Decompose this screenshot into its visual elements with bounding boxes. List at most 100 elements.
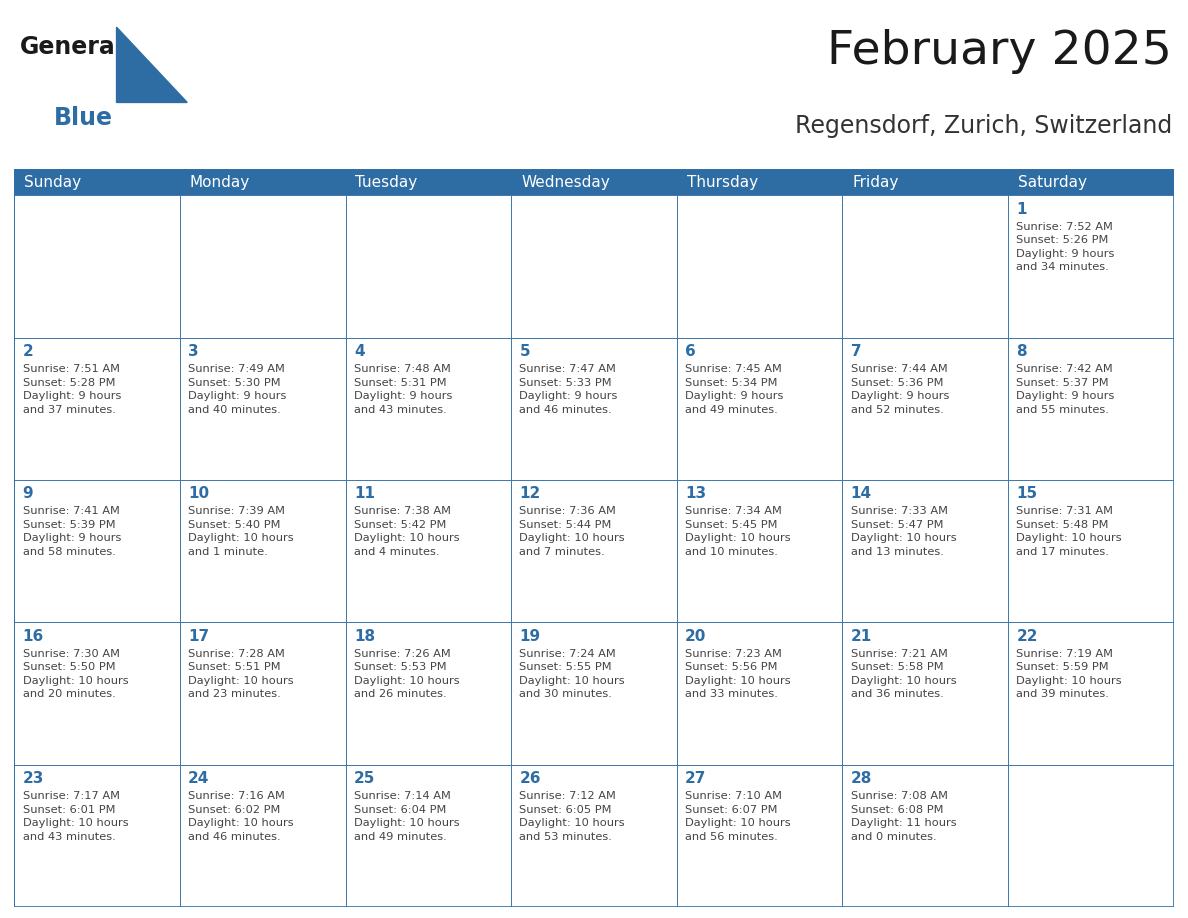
Bar	[1009, 338, 1174, 480]
Bar	[511, 196, 677, 338]
Text: 6: 6	[685, 344, 696, 359]
Text: Sunrise: 7:12 AM
Sunset: 6:05 PM
Daylight: 10 hours
and 53 minutes.: Sunrise: 7:12 AM Sunset: 6:05 PM Dayligh…	[519, 791, 625, 842]
Bar	[1009, 622, 1174, 765]
Bar	[346, 622, 511, 765]
Bar	[1009, 196, 1174, 338]
Bar	[179, 765, 346, 907]
Bar	[677, 765, 842, 907]
Text: Sunrise: 7:38 AM
Sunset: 5:42 PM
Daylight: 10 hours
and 4 minutes.: Sunrise: 7:38 AM Sunset: 5:42 PM Dayligh…	[354, 506, 460, 557]
Text: Saturday: Saturday	[1018, 174, 1087, 190]
Text: 19: 19	[519, 629, 541, 644]
Bar	[14, 338, 179, 480]
Text: 26: 26	[519, 771, 541, 786]
Bar	[511, 480, 677, 622]
Text: Sunrise: 7:16 AM
Sunset: 6:02 PM
Daylight: 10 hours
and 46 minutes.: Sunrise: 7:16 AM Sunset: 6:02 PM Dayligh…	[188, 791, 293, 842]
Bar	[842, 622, 1009, 765]
Text: 24: 24	[188, 771, 209, 786]
Text: Sunrise: 7:45 AM
Sunset: 5:34 PM
Daylight: 9 hours
and 49 minutes.: Sunrise: 7:45 AM Sunset: 5:34 PM Dayligh…	[685, 364, 783, 415]
Text: Sunrise: 7:30 AM
Sunset: 5:50 PM
Daylight: 10 hours
and 20 minutes.: Sunrise: 7:30 AM Sunset: 5:50 PM Dayligh…	[23, 649, 128, 700]
Text: 1: 1	[1017, 202, 1026, 217]
Text: 27: 27	[685, 771, 707, 786]
Bar	[842, 169, 1009, 196]
Bar	[179, 622, 346, 765]
Text: 21: 21	[851, 629, 872, 644]
Text: Sunrise: 7:14 AM
Sunset: 6:04 PM
Daylight: 10 hours
and 49 minutes.: Sunrise: 7:14 AM Sunset: 6:04 PM Dayligh…	[354, 791, 460, 842]
Text: 5: 5	[519, 344, 530, 359]
Bar	[179, 169, 346, 196]
Text: Sunrise: 7:19 AM
Sunset: 5:59 PM
Daylight: 10 hours
and 39 minutes.: Sunrise: 7:19 AM Sunset: 5:59 PM Dayligh…	[1017, 649, 1121, 700]
Text: Wednesday: Wednesday	[522, 174, 609, 190]
Text: Sunrise: 7:51 AM
Sunset: 5:28 PM
Daylight: 9 hours
and 37 minutes.: Sunrise: 7:51 AM Sunset: 5:28 PM Dayligh…	[23, 364, 121, 415]
Text: February 2025: February 2025	[827, 28, 1173, 73]
Bar	[346, 480, 511, 622]
Text: 9: 9	[23, 487, 33, 501]
Text: 10: 10	[188, 487, 209, 501]
Text: 12: 12	[519, 487, 541, 501]
Bar	[511, 169, 677, 196]
Text: 20: 20	[685, 629, 707, 644]
Text: Regensdorf, Zurich, Switzerland: Regensdorf, Zurich, Switzerland	[795, 114, 1173, 138]
Text: 14: 14	[851, 487, 872, 501]
Bar	[14, 765, 179, 907]
Bar	[511, 338, 677, 480]
Bar	[842, 480, 1009, 622]
Text: 23: 23	[23, 771, 44, 786]
Text: 16: 16	[23, 629, 44, 644]
Text: Thursday: Thursday	[687, 174, 758, 190]
Bar	[14, 169, 179, 196]
Text: Sunrise: 7:34 AM
Sunset: 5:45 PM
Daylight: 10 hours
and 10 minutes.: Sunrise: 7:34 AM Sunset: 5:45 PM Dayligh…	[685, 506, 791, 557]
Bar	[179, 480, 346, 622]
Text: Blue: Blue	[53, 106, 113, 129]
Text: Sunrise: 7:24 AM
Sunset: 5:55 PM
Daylight: 10 hours
and 30 minutes.: Sunrise: 7:24 AM Sunset: 5:55 PM Dayligh…	[519, 649, 625, 700]
Bar	[677, 622, 842, 765]
Text: 7: 7	[851, 344, 861, 359]
Text: Sunday: Sunday	[24, 174, 81, 190]
Text: Sunrise: 7:44 AM
Sunset: 5:36 PM
Daylight: 9 hours
and 52 minutes.: Sunrise: 7:44 AM Sunset: 5:36 PM Dayligh…	[851, 364, 949, 415]
Text: Friday: Friday	[853, 174, 899, 190]
Text: Sunrise: 7:21 AM
Sunset: 5:58 PM
Daylight: 10 hours
and 36 minutes.: Sunrise: 7:21 AM Sunset: 5:58 PM Dayligh…	[851, 649, 956, 700]
Text: Sunrise: 7:52 AM
Sunset: 5:26 PM
Daylight: 9 hours
and 34 minutes.: Sunrise: 7:52 AM Sunset: 5:26 PM Dayligh…	[1017, 221, 1114, 273]
Text: Sunrise: 7:36 AM
Sunset: 5:44 PM
Daylight: 10 hours
and 7 minutes.: Sunrise: 7:36 AM Sunset: 5:44 PM Dayligh…	[519, 506, 625, 557]
Bar	[1009, 169, 1174, 196]
Text: 8: 8	[1017, 344, 1026, 359]
Bar	[677, 338, 842, 480]
Text: Sunrise: 7:42 AM
Sunset: 5:37 PM
Daylight: 9 hours
and 55 minutes.: Sunrise: 7:42 AM Sunset: 5:37 PM Dayligh…	[1017, 364, 1114, 415]
Bar	[346, 169, 511, 196]
Bar	[511, 765, 677, 907]
Text: Sunrise: 7:33 AM
Sunset: 5:47 PM
Daylight: 10 hours
and 13 minutes.: Sunrise: 7:33 AM Sunset: 5:47 PM Dayligh…	[851, 506, 956, 557]
Text: 28: 28	[851, 771, 872, 786]
Text: General: General	[20, 35, 124, 59]
Text: 22: 22	[1017, 629, 1038, 644]
Text: 13: 13	[685, 487, 706, 501]
Text: Sunrise: 7:39 AM
Sunset: 5:40 PM
Daylight: 10 hours
and 1 minute.: Sunrise: 7:39 AM Sunset: 5:40 PM Dayligh…	[188, 506, 293, 557]
Text: Sunrise: 7:48 AM
Sunset: 5:31 PM
Daylight: 9 hours
and 43 minutes.: Sunrise: 7:48 AM Sunset: 5:31 PM Dayligh…	[354, 364, 453, 415]
Text: Sunrise: 7:10 AM
Sunset: 6:07 PM
Daylight: 10 hours
and 56 minutes.: Sunrise: 7:10 AM Sunset: 6:07 PM Dayligh…	[685, 791, 791, 842]
Text: 3: 3	[188, 344, 198, 359]
Text: Sunrise: 7:49 AM
Sunset: 5:30 PM
Daylight: 9 hours
and 40 minutes.: Sunrise: 7:49 AM Sunset: 5:30 PM Dayligh…	[188, 364, 286, 415]
Text: Sunrise: 7:26 AM
Sunset: 5:53 PM
Daylight: 10 hours
and 26 minutes.: Sunrise: 7:26 AM Sunset: 5:53 PM Dayligh…	[354, 649, 460, 700]
Text: Tuesday: Tuesday	[355, 174, 418, 190]
Text: 17: 17	[188, 629, 209, 644]
Text: Sunrise: 7:17 AM
Sunset: 6:01 PM
Daylight: 10 hours
and 43 minutes.: Sunrise: 7:17 AM Sunset: 6:01 PM Dayligh…	[23, 791, 128, 842]
Bar	[346, 196, 511, 338]
Bar	[346, 765, 511, 907]
Bar	[677, 169, 842, 196]
Bar	[677, 196, 842, 338]
Bar	[677, 480, 842, 622]
Text: Sunrise: 7:47 AM
Sunset: 5:33 PM
Daylight: 9 hours
and 46 minutes.: Sunrise: 7:47 AM Sunset: 5:33 PM Dayligh…	[519, 364, 618, 415]
Text: Sunrise: 7:23 AM
Sunset: 5:56 PM
Daylight: 10 hours
and 33 minutes.: Sunrise: 7:23 AM Sunset: 5:56 PM Dayligh…	[685, 649, 791, 700]
Bar	[14, 622, 179, 765]
Bar	[179, 196, 346, 338]
Bar	[842, 338, 1009, 480]
Bar	[842, 196, 1009, 338]
Text: 2: 2	[23, 344, 33, 359]
Text: 18: 18	[354, 629, 375, 644]
Text: 25: 25	[354, 771, 375, 786]
Bar	[511, 622, 677, 765]
Polygon shape	[116, 28, 188, 103]
Text: Sunrise: 7:28 AM
Sunset: 5:51 PM
Daylight: 10 hours
and 23 minutes.: Sunrise: 7:28 AM Sunset: 5:51 PM Dayligh…	[188, 649, 293, 700]
Bar	[14, 480, 179, 622]
Text: 15: 15	[1017, 487, 1037, 501]
Bar	[1009, 480, 1174, 622]
Text: Monday: Monday	[190, 174, 251, 190]
